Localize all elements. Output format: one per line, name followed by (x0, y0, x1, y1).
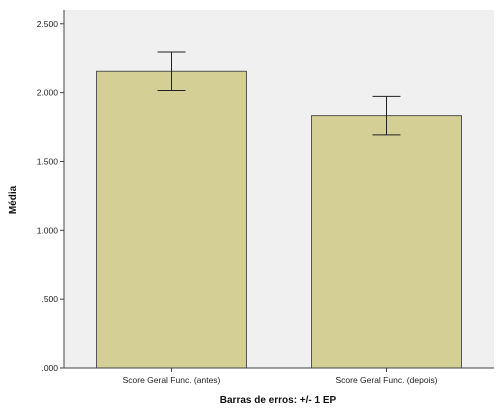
x-tick-label: Score Geral Func. (antes) (123, 375, 221, 385)
y-tick-label: 1.000 (37, 225, 59, 235)
bars (96, 51, 462, 369)
y-tick-label: .000 (41, 363, 58, 373)
y-tick-label: 2.500 (37, 19, 59, 29)
y-axis-title: Média (8, 185, 19, 214)
x-axis-title: Barras de erros: +/- 1 EP (220, 395, 337, 406)
bar (311, 115, 462, 369)
y-tick-label: 2.000 (37, 88, 59, 98)
x-tick-label: Score Geral Func. (depois) (335, 375, 437, 385)
axes: .000 .500 1.000 1.500 2.000 2.500 Score Geral … (37, 10, 494, 385)
bar (96, 70, 247, 369)
y-tick-label: 1.500 (37, 156, 59, 166)
y-tick-label: .500 (41, 294, 58, 304)
